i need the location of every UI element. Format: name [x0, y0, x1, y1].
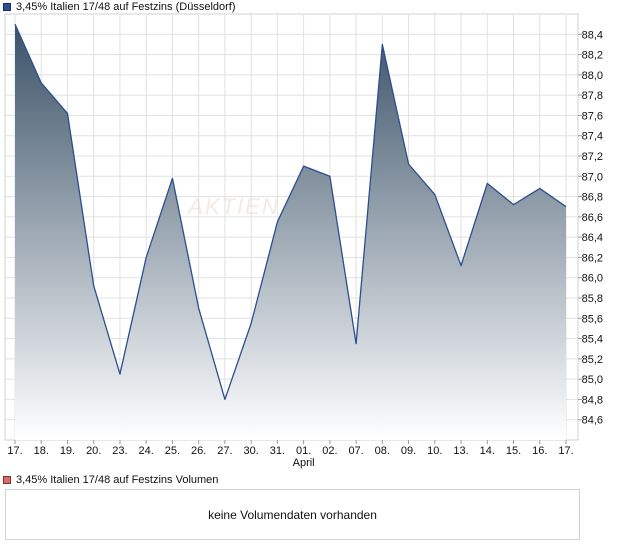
y-tick-label: 85,2	[582, 354, 603, 366]
x-month-label: April	[293, 457, 315, 469]
x-tick-label: 17.	[7, 445, 22, 457]
x-tick-label: 27.	[217, 445, 232, 457]
watermark: AKTIEN	[186, 194, 279, 219]
y-tick-label: 84,8	[582, 394, 603, 406]
x-tick-label: 01.	[296, 445, 311, 457]
y-tick-label: 87,0	[582, 171, 603, 183]
volume-legend: 3,45% Italien 17/48 auf Festzins Volumen	[3, 473, 218, 487]
area-layer	[14, 23, 567, 441]
y-tick-label: 85,8	[582, 293, 603, 305]
x-tick-label: 24.	[139, 445, 154, 457]
x-tick-label: 31.	[270, 445, 285, 457]
y-tick-label: 86,0	[582, 273, 603, 285]
y-tick-label: 84,6	[582, 415, 603, 427]
price-chart: AKTIEN 84,684,885,085,285,485,685,886,08…	[4, 13, 603, 469]
y-axis-labels: 84,6 84,8 85,0 85,2 85,4 85,6 85,8 86,0 86,2 86,4…	[578, 29, 603, 427]
x-tick-label: 16.	[532, 445, 547, 457]
x-tick-label: 26.	[191, 445, 206, 457]
price-line	[14, 23, 567, 401]
x-tick-label: 02.	[322, 445, 337, 457]
volume-legend-swatch	[3, 476, 11, 484]
price-legend-swatch	[3, 3, 11, 11]
y-tick-label: 86,6	[582, 212, 603, 224]
y-tick-label: 86,8	[582, 192, 603, 204]
x-tick-label: 10.	[427, 445, 442, 457]
x-tick-label: 07.	[348, 445, 363, 457]
x-tick-label: 13.	[453, 445, 468, 457]
price-legend-label: 3,45% Italien 17/48 auf Festzins (Düssel…	[16, 1, 236, 13]
x-tick-label: 14.	[480, 445, 495, 457]
y-tick-label: 85,6	[582, 313, 603, 325]
price-area-fill	[15, 24, 566, 441]
volume-empty-message: keine Volumendaten vorhanden	[208, 507, 377, 522]
volume-panel: keine Volumendaten vorhanden	[5, 489, 580, 540]
x-tick-label: 08.	[375, 445, 390, 457]
y-tick-label: 85,0	[582, 374, 603, 386]
y-tick-label: 88,0	[582, 70, 603, 82]
x-tick-label: 23.	[112, 445, 127, 457]
y-tick-label: 87,4	[582, 131, 603, 143]
x-tick-label: 15.	[506, 445, 521, 457]
x-tick-label: 20.	[86, 445, 101, 457]
x-tick-label: 09.	[401, 445, 416, 457]
y-tick-label: 87,2	[582, 151, 603, 163]
price-legend: 3,45% Italien 17/48 auf Festzins (Düssel…	[3, 0, 236, 14]
x-tick-label: 19.	[60, 445, 75, 457]
y-tick-label: 86,4	[582, 232, 603, 244]
x-tick-label: 25.	[165, 445, 180, 457]
y-tick-label: 86,2	[582, 252, 603, 264]
x-tick-label: 17.	[558, 445, 573, 457]
y-tick-label: 85,4	[582, 334, 603, 346]
y-tick-label: 88,4	[582, 29, 603, 41]
volume-legend-label: 3,45% Italien 17/48 auf Festzins Volumen	[16, 474, 219, 486]
y-tick-label: 87,8	[582, 90, 603, 102]
x-axis-labels: 17. 18. 19. 20. 23. 24. 25. 26. 27. 30. 31. 01. 02. 0…	[7, 440, 574, 469]
y-tick-label: 88,2	[582, 50, 603, 62]
x-tick-label: 18.	[34, 445, 49, 457]
y-tick-label: 87,6	[582, 110, 603, 122]
x-tick-label: 30.	[243, 445, 258, 457]
